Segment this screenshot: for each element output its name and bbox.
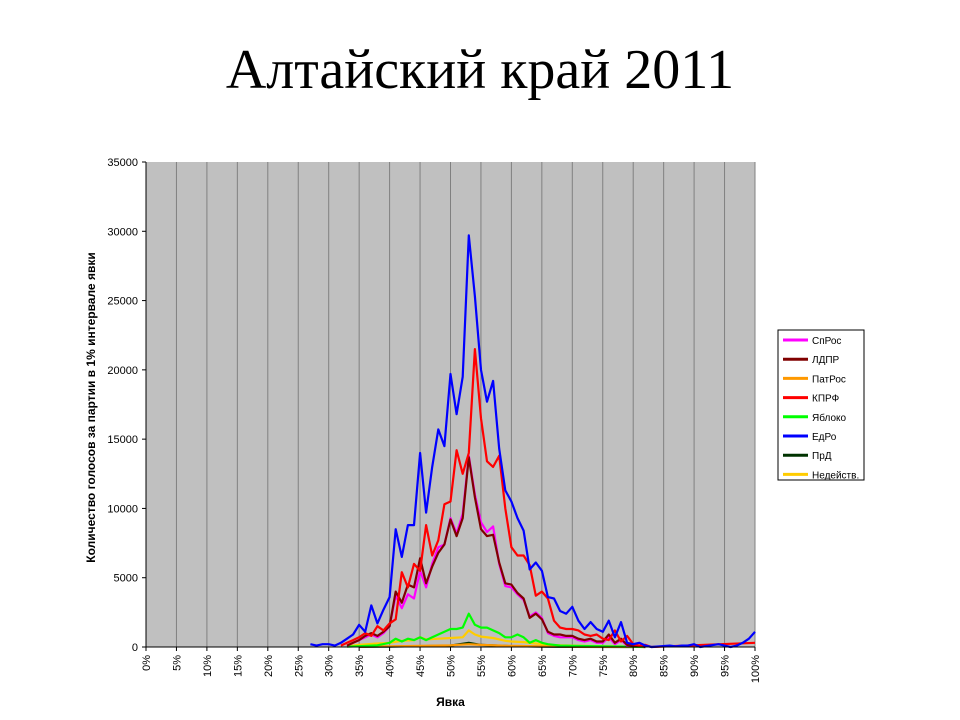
x-tick-label: 80% <box>628 655 640 677</box>
x-tick-label: 35% <box>354 655 366 677</box>
x-tick-label: 25% <box>293 655 305 677</box>
legend-label-ПатРос: ПатРос <box>812 374 846 385</box>
x-tick-label: 40% <box>385 655 397 677</box>
y-axis-title: Количество голосов за партии в 1% интерв… <box>84 252 98 562</box>
legend-label-Недейств.: Недейств. <box>812 470 859 481</box>
legend-label-ПрД: ПрД <box>812 451 832 462</box>
x-axis-title: Явка <box>436 695 465 709</box>
y-tick-label: 30000 <box>107 226 138 238</box>
x-tick-label: 0% <box>141 655 153 671</box>
y-tick-label: 0 <box>132 642 138 654</box>
grid-lines <box>145 162 756 647</box>
y-tick-label: 25000 <box>107 296 138 308</box>
x-tick-label: 60% <box>506 655 518 677</box>
legend-label-СпРос: СпРос <box>812 336 841 347</box>
x-tick-label: 10% <box>202 655 214 677</box>
legend-label-ЕдРо: ЕдРо <box>812 432 837 443</box>
x-tick-label: 75% <box>598 655 610 677</box>
legend-label-Яблоко: Яблоко <box>812 412 846 424</box>
x-tick-label: 55% <box>476 655 488 677</box>
tick-labels: 0 5000 10000 15000 20000 25000 30000 35000 0% 5% 1… <box>107 157 762 683</box>
y-tick-label: 5000 <box>114 573 138 585</box>
x-tick-label: 95% <box>720 655 732 677</box>
x-tick-label: 15% <box>232 655 244 677</box>
x-tick-label: 100% <box>750 655 762 683</box>
x-tick-label: 20% <box>263 655 275 677</box>
x-tick-label: 65% <box>537 655 549 677</box>
legend-label-ЛДПР: ЛДПР <box>812 355 840 366</box>
x-tick-label: 50% <box>446 655 458 677</box>
series-line-ЛДПР <box>346 456 646 649</box>
series-line-Яблоко <box>346 612 646 649</box>
legend: СпРос ЛДПР ПатРос КПРФ Яблоко ЕдРо ПрД Недейств… <box>777 329 865 481</box>
slide-title: Алтайский край 2011 <box>225 39 735 101</box>
x-tick-label: 85% <box>659 655 671 677</box>
x-tick-label: 90% <box>689 655 701 677</box>
x-tick-label: 30% <box>324 655 336 677</box>
x-tick-label: 70% <box>567 655 579 677</box>
series-lines <box>310 234 756 649</box>
y-tick-label: 35000 <box>107 157 138 169</box>
x-tick-label: 45% <box>415 655 427 677</box>
y-tick-label: 15000 <box>107 434 138 446</box>
x-tick-label: 5% <box>171 655 183 671</box>
legend-label-КПРФ: КПРФ <box>812 394 840 405</box>
y-tick-label: 20000 <box>107 365 138 377</box>
y-tick-label: 10000 <box>107 503 138 515</box>
series-line-ЕдРо <box>310 234 756 649</box>
